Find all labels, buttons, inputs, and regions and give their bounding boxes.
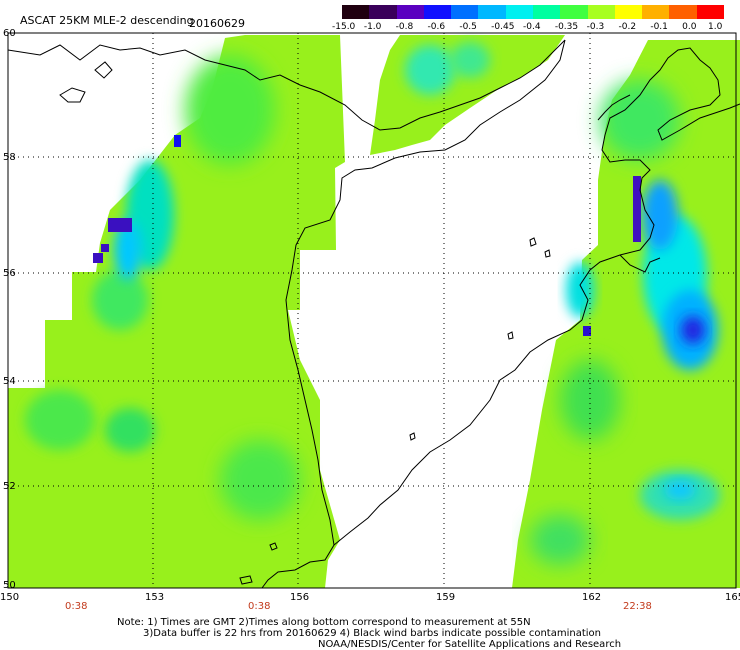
colorbar-swatch [696, 5, 725, 19]
colorbar-label: -0.2 [618, 22, 637, 32]
colorbar-swatch [369, 5, 398, 19]
colorbar-label: 1.0 [708, 22, 723, 32]
product-title: ASCAT 25KM MLE-2 descending [20, 14, 194, 27]
lon-label: 165 [725, 592, 740, 603]
colorbar-label: -15.0 [332, 22, 356, 32]
lon-label: 150 [0, 592, 20, 603]
colorbar-swatch [396, 5, 425, 19]
colorbar-swatch [669, 5, 698, 19]
colorbar-label: -0.45 [491, 22, 515, 32]
colorbar-label: 0.0 [682, 22, 697, 32]
note-line-2: 3)Data buffer is 22 hrs from 20160629 4)… [143, 628, 601, 639]
colorbar-swatch [533, 5, 561, 19]
contaminated-cells [93, 135, 705, 344]
note-line-3: NOAA/NESDIS/Center for Satellite Applica… [318, 639, 622, 650]
lon-label: 162 [582, 592, 602, 603]
colorbar-swatch [342, 5, 370, 19]
swath-east [512, 40, 740, 588]
colorbar-swatch [642, 5, 670, 19]
colorbar-swatch [587, 5, 616, 19]
map-frame [7, 32, 737, 589]
colorbar-label: -0.5 [459, 22, 477, 32]
colorbar-swatch [478, 5, 507, 19]
colorbar-swatch [451, 5, 479, 19]
swath-west [8, 35, 345, 588]
colorbar-label: -0.8 [395, 22, 414, 32]
lat-label: 58 [3, 152, 16, 163]
colorbar-label: -0.35 [554, 22, 579, 32]
colorbar-swatch [614, 5, 643, 19]
pass-time: 22:38 [623, 601, 652, 612]
lat-label: 56 [3, 268, 16, 279]
colorbar-label: -0.1 [650, 22, 668, 32]
lat-label: 60 [3, 28, 16, 39]
colorbar-swatch [423, 5, 452, 19]
colorbar-label: -0.3 [586, 22, 605, 32]
pass-time: 0:38 [65, 601, 88, 612]
lon-label: 153 [145, 592, 165, 603]
lon-label: 156 [290, 592, 310, 603]
colorbar-swatch [505, 5, 534, 19]
colorbar-label: -0.6 [427, 22, 446, 32]
product-date: 20160629 [189, 17, 245, 30]
wind-field-anomalies [25, 42, 720, 565]
lat-label: 54 [3, 376, 16, 387]
lat-label: 52 [3, 481, 16, 492]
colorbar-swatch [560, 5, 589, 19]
colorbar-label: -0.4 [523, 22, 541, 32]
note-line-1: Note: 1) Times are GMT 2)Times along bot… [117, 617, 531, 628]
coastlines [7, 39, 740, 589]
pass-time: 0:38 [248, 601, 271, 612]
colorbar-label: -1.0 [363, 22, 382, 32]
lon-label: 159 [436, 592, 456, 603]
lat-label: 50 [3, 580, 16, 591]
